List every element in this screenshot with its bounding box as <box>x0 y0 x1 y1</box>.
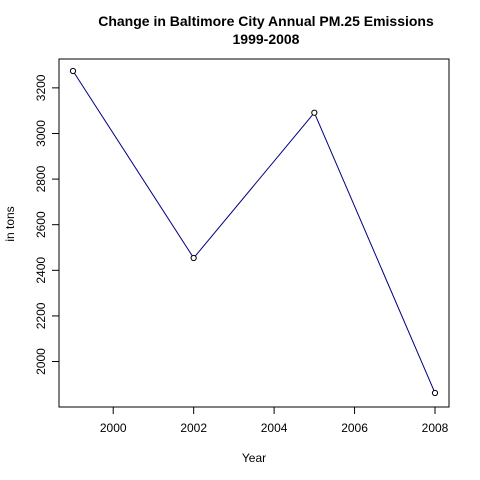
x-axis-label: Year <box>242 451 266 465</box>
plot-box <box>58 58 450 408</box>
y-tick-label: 2600 <box>34 211 48 238</box>
data-point <box>190 254 197 262</box>
y-tick-label: 2200 <box>34 302 48 329</box>
data-point <box>431 389 439 397</box>
y-axis-label: in tons <box>3 206 17 241</box>
x-tick-label: 2002 <box>180 421 207 435</box>
x-tick-label: 2000 <box>100 421 127 435</box>
y-tick-label: 2800 <box>34 165 48 192</box>
y-tick-label: 3000 <box>34 120 48 147</box>
chart-title: Change in Baltimore City Annual PM.25 Em… <box>98 13 434 29</box>
x-axis: 2000 2002 2004 2006 2008 <box>100 406 449 435</box>
data-point <box>69 67 77 75</box>
chart-subtitle: 1999-2008 <box>233 31 300 47</box>
series-line <box>72 70 436 394</box>
y-tick-label: 2000 <box>34 348 48 375</box>
x-tick-label: 2004 <box>261 421 288 435</box>
x-tick-label: 2006 <box>341 421 368 435</box>
y-tick-label: 3200 <box>34 74 48 101</box>
y-tick-label: 2400 <box>34 257 48 284</box>
data-point <box>311 109 318 116</box>
data-points <box>69 67 439 397</box>
y-axis: 2000 2200 2400 2600 2800 3000 3200 <box>34 74 60 375</box>
x-tick-label: 2008 <box>422 421 449 435</box>
